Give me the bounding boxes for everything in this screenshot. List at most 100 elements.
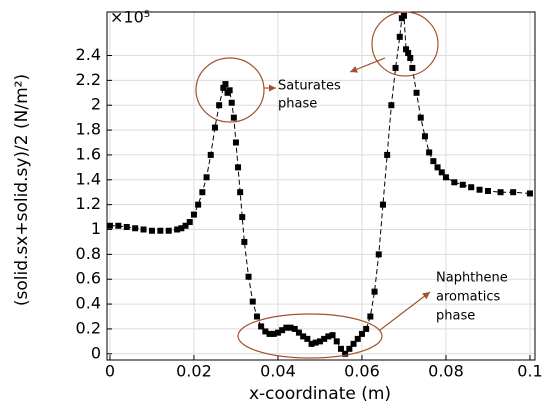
x-tick-label: 0.04	[260, 362, 296, 381]
point-marker	[396, 33, 403, 40]
point-marker	[178, 225, 185, 232]
point-marker	[371, 288, 378, 295]
point-marker	[228, 99, 235, 106]
x-tick-label: 0.08	[428, 362, 464, 381]
point-marker	[186, 219, 193, 226]
axis-multiplier: ×10⁵	[110, 8, 150, 27]
point-marker	[106, 222, 113, 229]
annotation: aromatics	[436, 290, 500, 305]
plot-layer: 0 0.02 0.04 0.06 0.08 0.1 0 0.2 0.4 0.6 0.8 1 1.2 1.4…	[76, 11, 543, 381]
point-marker	[258, 323, 265, 330]
y-tick-label: 2.2	[76, 70, 101, 89]
y-tick-label: 0.2	[76, 318, 101, 337]
point-marker	[459, 181, 466, 188]
point-marker	[291, 325, 298, 332]
point-marker	[295, 329, 302, 336]
point-marker	[241, 238, 248, 245]
point-marker	[329, 332, 336, 339]
point-marker	[232, 139, 239, 146]
y-tick-label: 2.4	[76, 45, 101, 64]
point-marker	[417, 114, 424, 121]
point-marker	[249, 298, 256, 305]
point-marker	[216, 102, 223, 109]
point-marker	[426, 149, 433, 156]
point-marker	[283, 324, 290, 331]
point-marker	[157, 227, 164, 234]
point-marker	[174, 226, 181, 233]
point-marker	[190, 211, 197, 218]
annotation: Saturates	[278, 79, 341, 94]
point-marker	[195, 201, 202, 208]
point-marker	[274, 329, 281, 336]
point-marker	[526, 190, 533, 197]
point-marker	[430, 158, 437, 165]
point-marker	[510, 189, 517, 196]
point-marker	[203, 174, 210, 181]
point-marker	[165, 227, 172, 234]
y-tick-label: 1.4	[76, 169, 101, 188]
y-tick-label: 1.8	[76, 120, 101, 139]
point-marker	[245, 273, 252, 280]
point-marker	[413, 89, 420, 96]
point-marker	[434, 164, 441, 171]
point-marker	[468, 184, 475, 191]
point-marker	[312, 339, 319, 346]
arrow	[349, 57, 386, 73]
x-tick-label: 0.1	[517, 362, 542, 381]
point-marker	[392, 64, 399, 71]
point-marker	[333, 338, 340, 345]
point-marker	[132, 225, 139, 232]
point-marker	[497, 189, 504, 196]
point-marker	[367, 313, 374, 320]
point-marker	[279, 327, 286, 334]
highlight-ellipse	[195, 57, 265, 123]
point-marker	[148, 227, 155, 234]
point-marker	[451, 179, 458, 186]
y-tick-label: 0	[91, 343, 101, 362]
point-marker	[253, 313, 260, 320]
highlight-ellipse	[371, 11, 439, 77]
point-marker	[199, 189, 206, 196]
x-tick-label: 0.06	[344, 362, 380, 381]
x-tick-label: 0	[105, 362, 115, 381]
point-marker	[388, 102, 395, 109]
point-marker	[346, 345, 353, 352]
point-marker	[230, 114, 237, 121]
point-marker	[409, 64, 416, 71]
point-marker	[476, 186, 483, 193]
annotation: phase	[436, 309, 475, 324]
point-marker	[239, 214, 246, 221]
point-marker	[400, 12, 407, 19]
point-marker	[211, 124, 218, 131]
point-marker	[237, 189, 244, 196]
point-marker	[407, 54, 414, 61]
point-marker	[403, 46, 410, 53]
point-marker	[308, 340, 315, 347]
point-marker	[115, 222, 122, 229]
y-tick-label: 1.2	[76, 194, 101, 213]
point-marker	[226, 87, 233, 94]
point-marker	[358, 330, 365, 337]
point-marker	[316, 338, 323, 345]
point-marker	[300, 333, 307, 340]
y-tick-label: 0.4	[76, 294, 101, 313]
x-axis-label: x-coordinate (m)	[249, 384, 391, 404]
point-marker	[421, 133, 428, 140]
point-marker	[266, 330, 273, 337]
plot-frame	[106, 11, 536, 361]
annotation: phase	[278, 97, 317, 112]
point-marker	[182, 222, 189, 229]
highlight-ellipse	[237, 313, 383, 359]
y-tick-label: 2	[91, 95, 101, 114]
point-marker	[325, 333, 332, 340]
point-marker	[235, 164, 242, 171]
point-marker	[405, 50, 412, 57]
point-marker	[304, 335, 311, 342]
arrow	[379, 291, 431, 331]
point-marker	[262, 328, 269, 335]
point-marker	[140, 226, 147, 233]
y-tick-label: 0.8	[76, 244, 101, 263]
point-marker	[123, 224, 130, 231]
x-tick-label: 0.02	[176, 362, 212, 381]
